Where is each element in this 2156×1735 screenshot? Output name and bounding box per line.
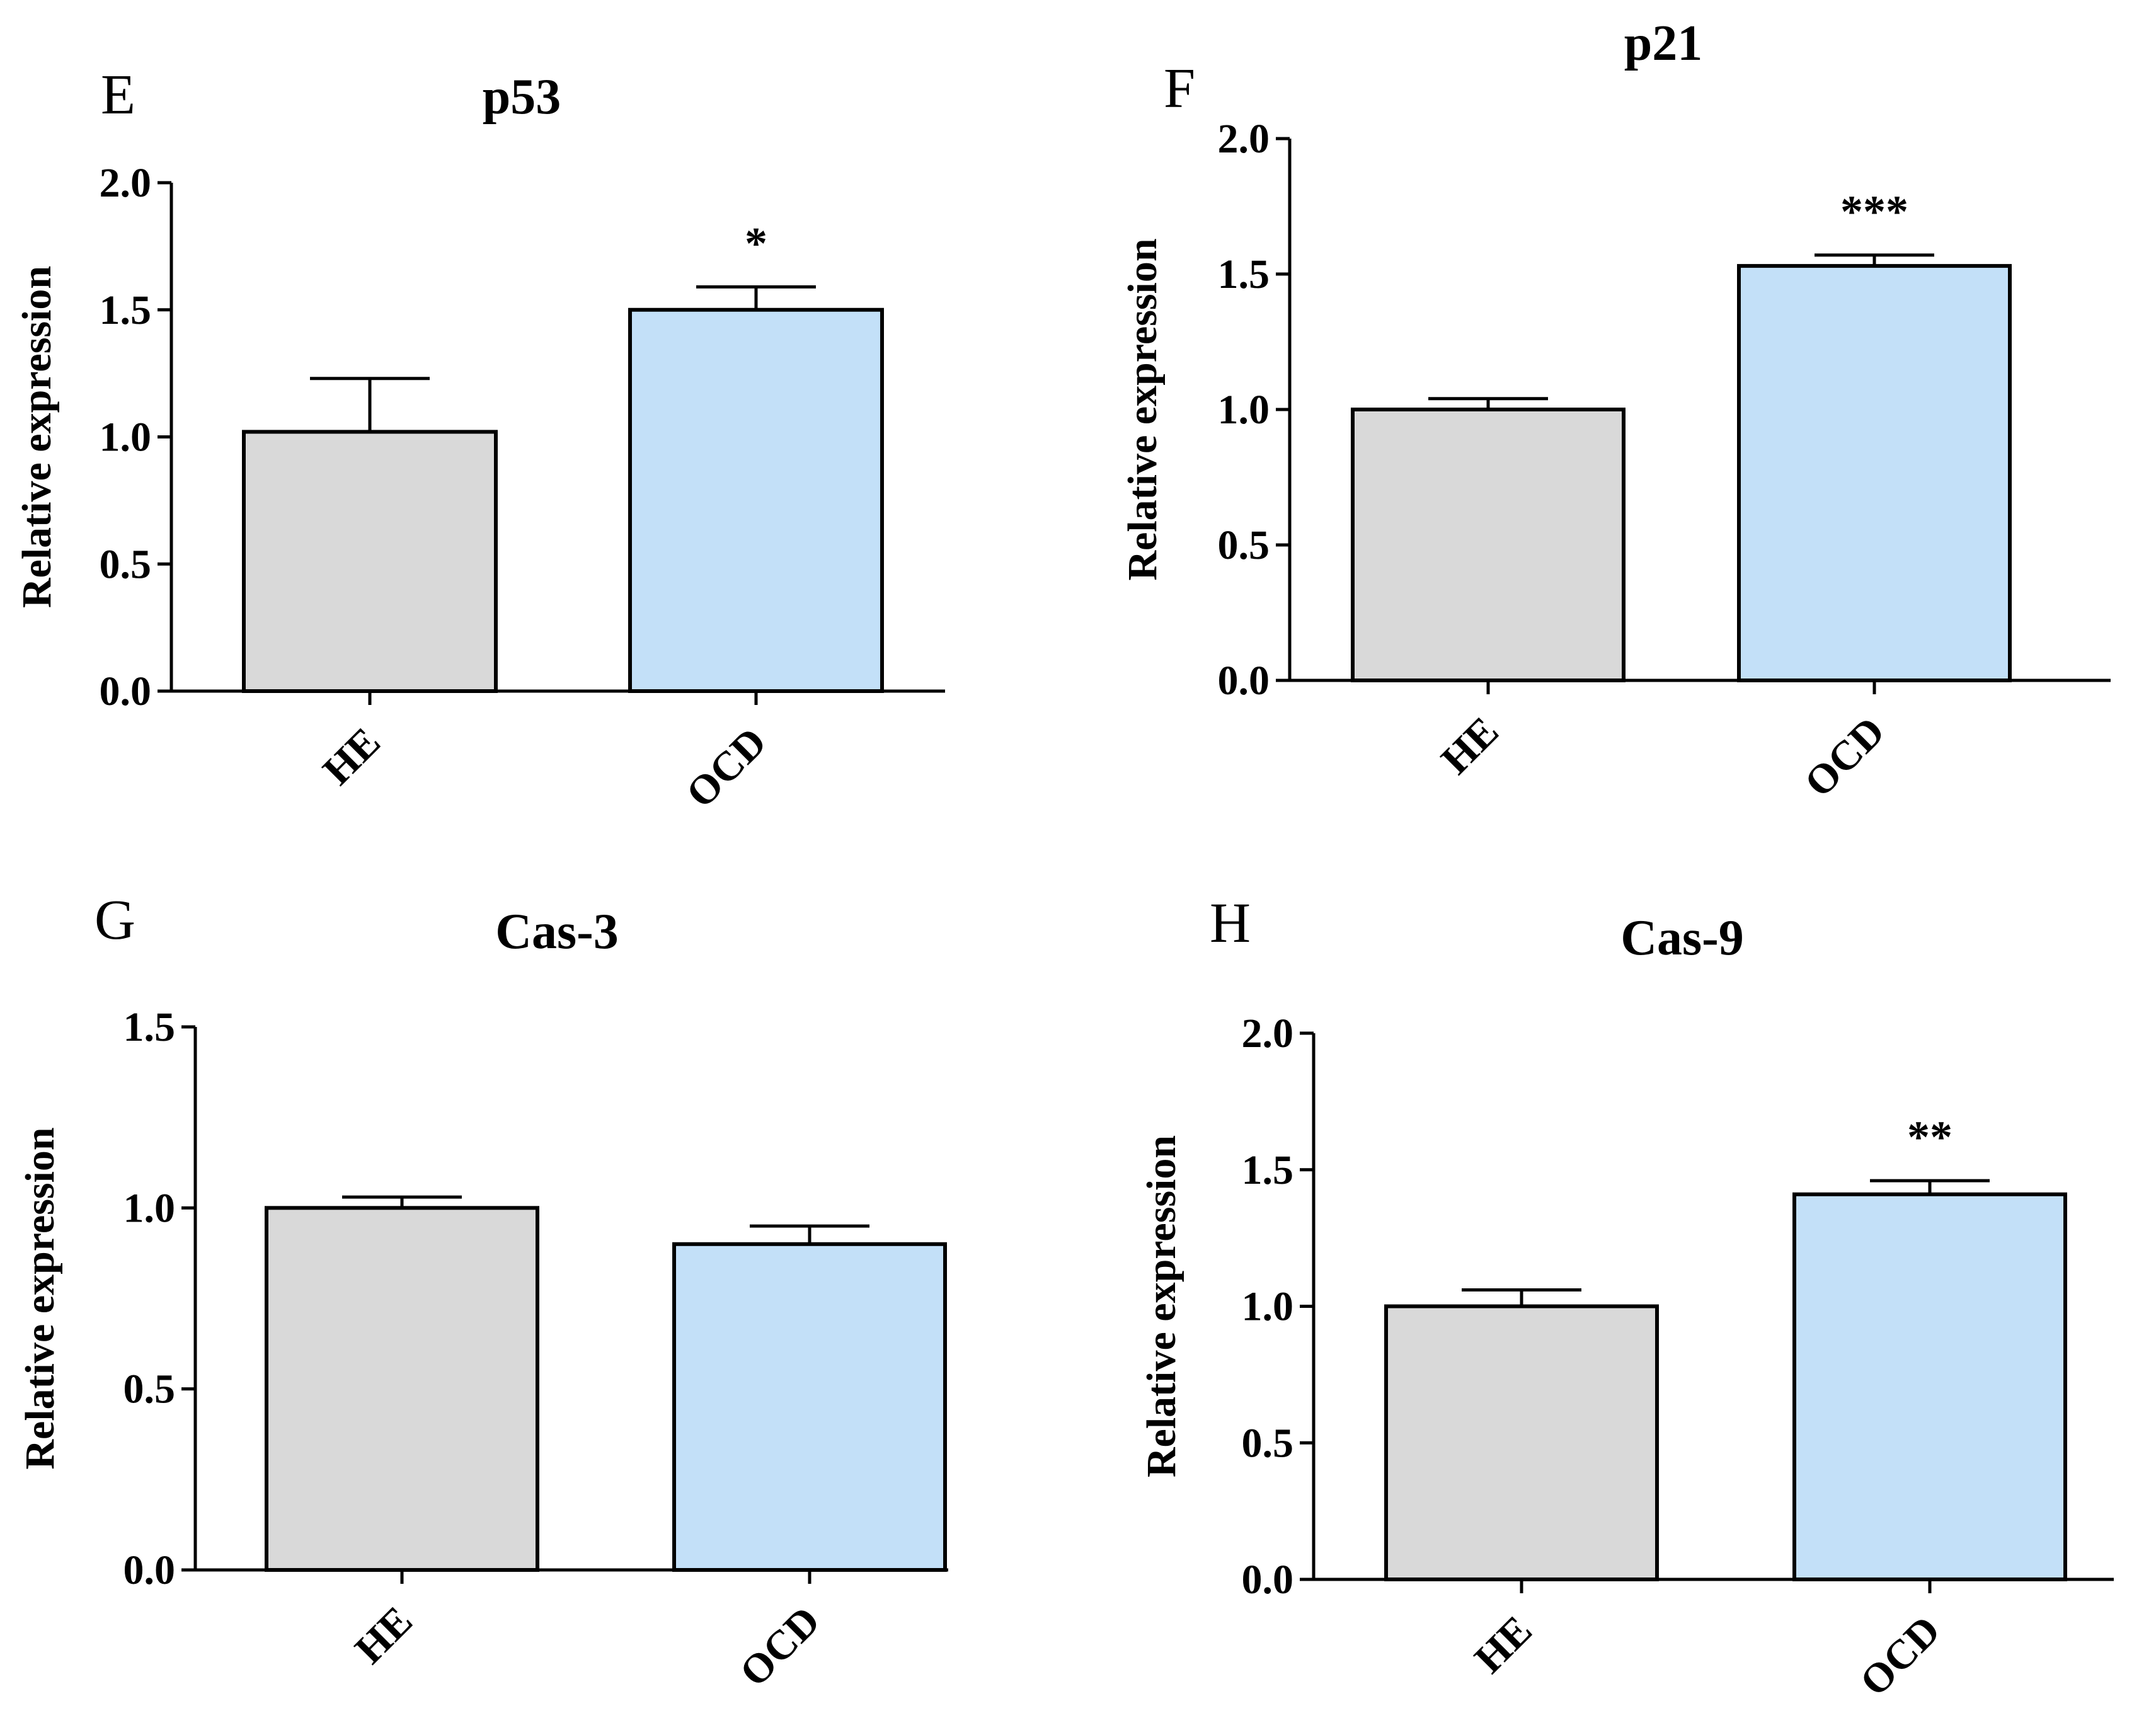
- y-tick-label: 0.5: [123, 1366, 176, 1412]
- bar-he: [1384, 1304, 1659, 1581]
- chart-panel-g: G Cas-3 Relative expression 0.0 0.5 1.0 1.5 HE O…: [17, 889, 948, 1695]
- y-tick-label: 2.0: [100, 160, 152, 206]
- y-tick-label: 0.5: [1218, 522, 1270, 568]
- x-tick-label-he: HE: [1433, 708, 1508, 783]
- y-axis-label: Relative expression: [1120, 238, 1166, 580]
- y-tick-label: 0.0: [123, 1547, 176, 1593]
- y-tick-label: 0.0: [100, 668, 152, 714]
- bar-ocd: [1792, 1192, 2067, 1581]
- bar-he: [1351, 408, 1626, 682]
- bar-ocd: [1737, 264, 2012, 683]
- bar-ocd: [628, 307, 884, 693]
- x-tick-label-ocd: OCD: [1796, 708, 1893, 806]
- y-tick-label: 0.5: [100, 541, 152, 587]
- x-tick-label-ocd: OCD: [731, 1598, 829, 1695]
- y-axis-label: Relative expression: [14, 266, 60, 608]
- y-tick-label: 0.5: [1242, 1420, 1294, 1466]
- y-tick-label: 2.0: [1242, 1011, 1294, 1056]
- y-axis-label: Relative expression: [17, 1127, 63, 1469]
- y-tick-label: 1.5: [1242, 1147, 1294, 1193]
- significance-marker: **: [1907, 1112, 1952, 1162]
- y-tick-label: 0.0: [1242, 1557, 1294, 1603]
- y-tick-label: 1.0: [100, 415, 152, 461]
- panel-letter: G: [95, 889, 135, 951]
- chart-title: p53: [483, 69, 561, 125]
- bar-ocd: [672, 1242, 947, 1572]
- panel-letter: F: [1164, 57, 1195, 120]
- chart-title: Cas-9: [1620, 910, 1744, 966]
- y-tick-label: 1.0: [1218, 387, 1270, 433]
- y-tick-label: 1.5: [1218, 251, 1270, 297]
- y-tick-label: 1.5: [123, 1004, 176, 1050]
- y-tick-label: 0.0: [1218, 658, 1270, 704]
- y-tick-label: 2.0: [1218, 116, 1270, 162]
- bar-he: [265, 1206, 539, 1572]
- bar-he: [242, 430, 498, 693]
- significance-marker: *: [745, 218, 767, 268]
- chart-panel-h: H Cas-9 Relative expression 0.0 0.5 1.0 1.5 2.0…: [1138, 892, 2114, 1705]
- panel-letter: H: [1210, 892, 1251, 954]
- chart-title: Cas-3: [495, 904, 619, 959]
- x-tick-label-he: HE: [1466, 1607, 1541, 1682]
- y-tick-label: 1.0: [123, 1185, 176, 1231]
- significance-marker: ***: [1840, 186, 1908, 237]
- x-tick-label-ocd: OCD: [677, 719, 775, 816]
- panel-letter: E: [101, 64, 135, 126]
- x-tick-label-he: HE: [347, 1598, 421, 1673]
- x-tick-label-ocd: OCD: [1851, 1607, 1949, 1705]
- y-axis-label: Relative expression: [1138, 1135, 1184, 1477]
- chart-title: p21: [1624, 16, 1703, 71]
- x-tick-label-he: HE: [314, 719, 389, 794]
- y-tick-label: 1.0: [1242, 1284, 1294, 1330]
- y-tick-label: 1.5: [100, 287, 152, 333]
